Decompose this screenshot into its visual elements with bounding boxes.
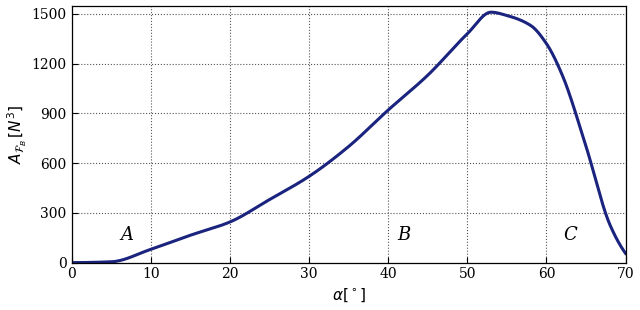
Text: C: C xyxy=(563,226,577,244)
Y-axis label: $A_{\mathcal{F}_B}\,[N^3]$: $A_{\mathcal{F}_B}\,[N^3]$ xyxy=(6,104,29,164)
X-axis label: $\alpha[^\circ]$: $\alpha[^\circ]$ xyxy=(332,287,365,304)
Text: A: A xyxy=(120,226,134,244)
Text: B: B xyxy=(397,226,411,244)
